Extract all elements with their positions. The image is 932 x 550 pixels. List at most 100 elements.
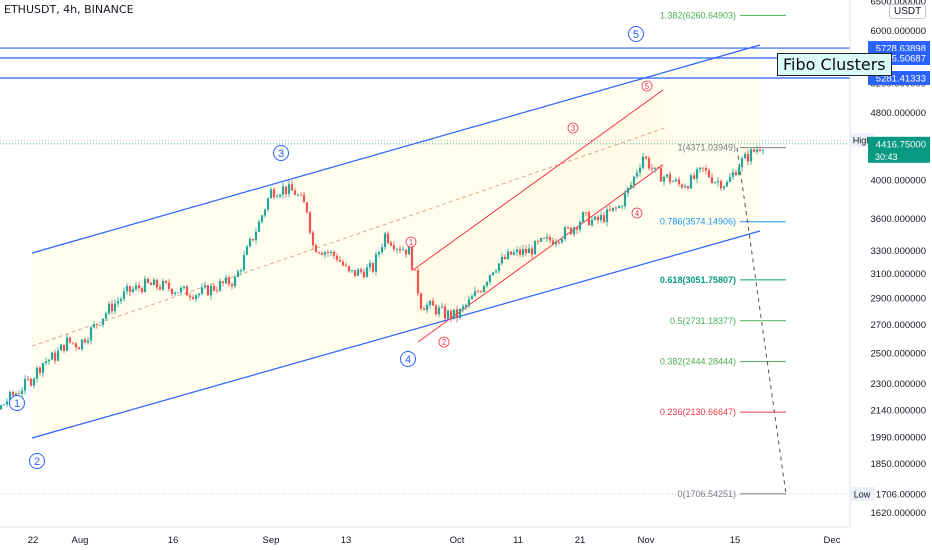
wave-major-circle-5 — [628, 26, 644, 42]
wave-minor-circle-4 — [631, 207, 643, 219]
candle-body — [461, 306, 465, 309]
channel-lower-line — [31, 230, 761, 439]
candle-body — [62, 344, 66, 351]
candle-body — [380, 247, 384, 253]
candle-body — [188, 295, 192, 298]
time-tick-1: Aug — [72, 535, 89, 546]
candle-body — [95, 324, 99, 325]
wave-minor-label-5: 5 — [645, 82, 650, 91]
time-tick-10: Dec — [824, 535, 841, 546]
candle-body — [266, 198, 270, 210]
candle-body — [113, 303, 117, 312]
candle-body — [638, 167, 642, 173]
candle-body — [215, 290, 219, 292]
candle-body — [389, 242, 393, 246]
candle-body — [437, 307, 441, 315]
candle-body — [131, 289, 135, 292]
candle-body — [515, 249, 519, 253]
candle-body — [260, 215, 264, 222]
candle-body — [698, 167, 702, 170]
channel-fill — [32, 45, 760, 438]
candle-body — [584, 212, 588, 214]
candle-body — [80, 339, 84, 350]
candle-body — [38, 367, 42, 373]
candle-body — [146, 278, 150, 283]
candle-body — [731, 172, 735, 178]
candle-body — [626, 187, 630, 194]
wave-minor-label-4: 4 — [635, 209, 640, 218]
candle-body — [209, 285, 213, 296]
candle-body — [8, 392, 12, 402]
price-tick-11: 2700.000000 — [871, 320, 926, 331]
candle-body — [743, 153, 747, 159]
price-tick-18: 1620.000000 — [871, 508, 926, 519]
candle-body — [401, 249, 405, 251]
candle-body — [491, 272, 495, 276]
candle-body — [446, 310, 450, 319]
last-price-label: 4416.75000 — [876, 139, 926, 150]
candle-body — [383, 233, 387, 248]
candle-body — [20, 390, 24, 394]
wave-minor-label-1: 1 — [409, 238, 414, 247]
candle-body — [653, 167, 657, 169]
candle-body — [224, 277, 228, 284]
candle-body — [47, 359, 51, 362]
price-tick-8: 3300.000000 — [871, 246, 926, 257]
wave-minor-circle-2 — [438, 336, 450, 348]
candle-body — [641, 156, 645, 168]
candle-body — [374, 254, 378, 272]
candle-body — [152, 279, 156, 286]
candle-body — [197, 293, 201, 296]
candle-body — [176, 292, 180, 294]
candle-body — [524, 248, 528, 253]
candle-body — [758, 149, 762, 151]
candle-body — [701, 167, 705, 169]
candle-body — [410, 246, 414, 270]
candle-body — [299, 194, 303, 196]
candle-body — [392, 245, 396, 250]
price-tick-9: 3100.000000 — [871, 269, 926, 280]
currency-tag[interactable]: USDT — [889, 4, 927, 19]
candle-body — [611, 207, 615, 211]
price-tick-15: 1990.000000 — [871, 432, 926, 443]
candle-body — [59, 344, 63, 351]
candle-body — [590, 219, 594, 226]
candle-body — [296, 194, 300, 196]
candle-body — [272, 189, 276, 198]
price-label-0: 5728.63898 — [876, 44, 926, 55]
candle-body — [686, 186, 690, 189]
candle-body — [29, 378, 33, 386]
candle-body — [614, 207, 618, 209]
candle-body — [26, 378, 30, 380]
candle-body — [302, 194, 306, 203]
wave-major-circle-2 — [29, 453, 45, 469]
candle-body — [305, 202, 309, 213]
price-tick-7: 3600.000000 — [871, 214, 926, 225]
price-tick-12: 2500.000000 — [871, 348, 926, 359]
fib-level-label-7: 0(1706.54251) — [677, 489, 736, 499]
candle-body — [398, 248, 402, 251]
candle-body — [416, 270, 420, 294]
candle-body — [371, 263, 375, 272]
candle-body — [347, 266, 351, 272]
candle-body — [89, 327, 93, 341]
candle-body — [554, 242, 558, 245]
wave-major-label-1: 1 — [14, 398, 20, 410]
candle-body — [755, 149, 759, 152]
candle-body — [488, 275, 492, 283]
price-tick-0: 6500.000000 — [871, 0, 926, 8]
candle-body — [464, 304, 468, 307]
candle-body — [332, 251, 336, 256]
candle-body — [170, 288, 174, 295]
candle-body — [485, 282, 489, 286]
candle-body — [752, 149, 756, 152]
price-label-1: 5575.50687 — [876, 54, 926, 65]
candle-body — [74, 343, 78, 348]
candle-body — [548, 236, 552, 241]
last-price-countdown: 30:43 — [875, 152, 898, 162]
price-tick-14: 2140.000000 — [871, 406, 926, 417]
candle-body — [407, 246, 411, 255]
candle-body — [665, 174, 669, 177]
